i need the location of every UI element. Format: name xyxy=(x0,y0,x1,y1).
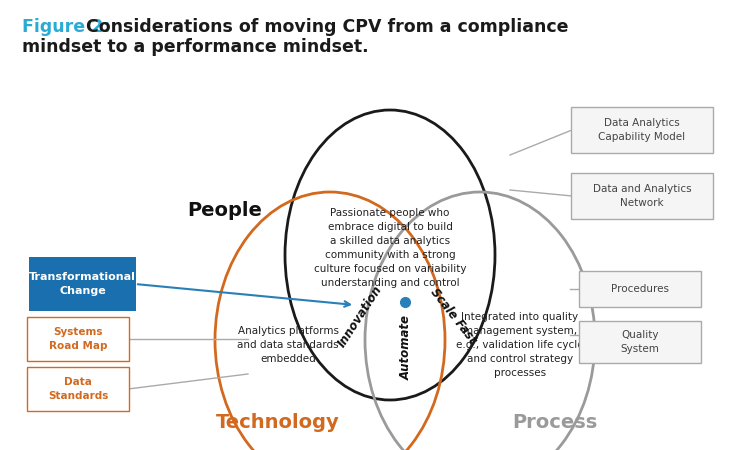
Text: Technology: Technology xyxy=(216,413,340,432)
Text: Automate: Automate xyxy=(400,315,412,381)
Text: Systems
Road Map: Systems Road Map xyxy=(49,328,107,351)
Text: Figure 2:: Figure 2: xyxy=(22,18,110,36)
Text: Data and Analytics
Network: Data and Analytics Network xyxy=(592,184,692,207)
Text: Process: Process xyxy=(512,413,598,432)
Text: Integrated into quality
management system,
e.g., validation life cycle
and contr: Integrated into quality management syste… xyxy=(456,312,584,378)
FancyBboxPatch shape xyxy=(571,107,713,153)
Text: mindset to a performance mindset.: mindset to a performance mindset. xyxy=(22,38,369,56)
Text: Procedures: Procedures xyxy=(611,284,669,294)
Text: Transformational
Change: Transformational Change xyxy=(29,272,136,296)
Text: Passionate people who
embrace digital to build
a skilled data analytics
communit: Passionate people who embrace digital to… xyxy=(314,208,466,288)
FancyBboxPatch shape xyxy=(571,173,713,219)
Text: Analytics platforms
and data standards
embedded: Analytics platforms and data standards e… xyxy=(237,326,339,364)
FancyBboxPatch shape xyxy=(29,257,136,311)
FancyBboxPatch shape xyxy=(27,367,129,411)
Text: Innovation: Innovation xyxy=(335,283,385,349)
Text: Scale Fast: Scale Fast xyxy=(427,286,478,346)
FancyBboxPatch shape xyxy=(579,271,701,307)
Text: Quality
System: Quality System xyxy=(620,330,659,354)
Text: Data
Standards: Data Standards xyxy=(48,378,108,401)
Text: Considerations of moving CPV from a compliance: Considerations of moving CPV from a comp… xyxy=(80,18,568,36)
FancyBboxPatch shape xyxy=(27,317,129,361)
Text: Data Analytics
Capability Model: Data Analytics Capability Model xyxy=(598,118,686,142)
FancyBboxPatch shape xyxy=(579,321,701,363)
Text: People: People xyxy=(188,201,262,220)
